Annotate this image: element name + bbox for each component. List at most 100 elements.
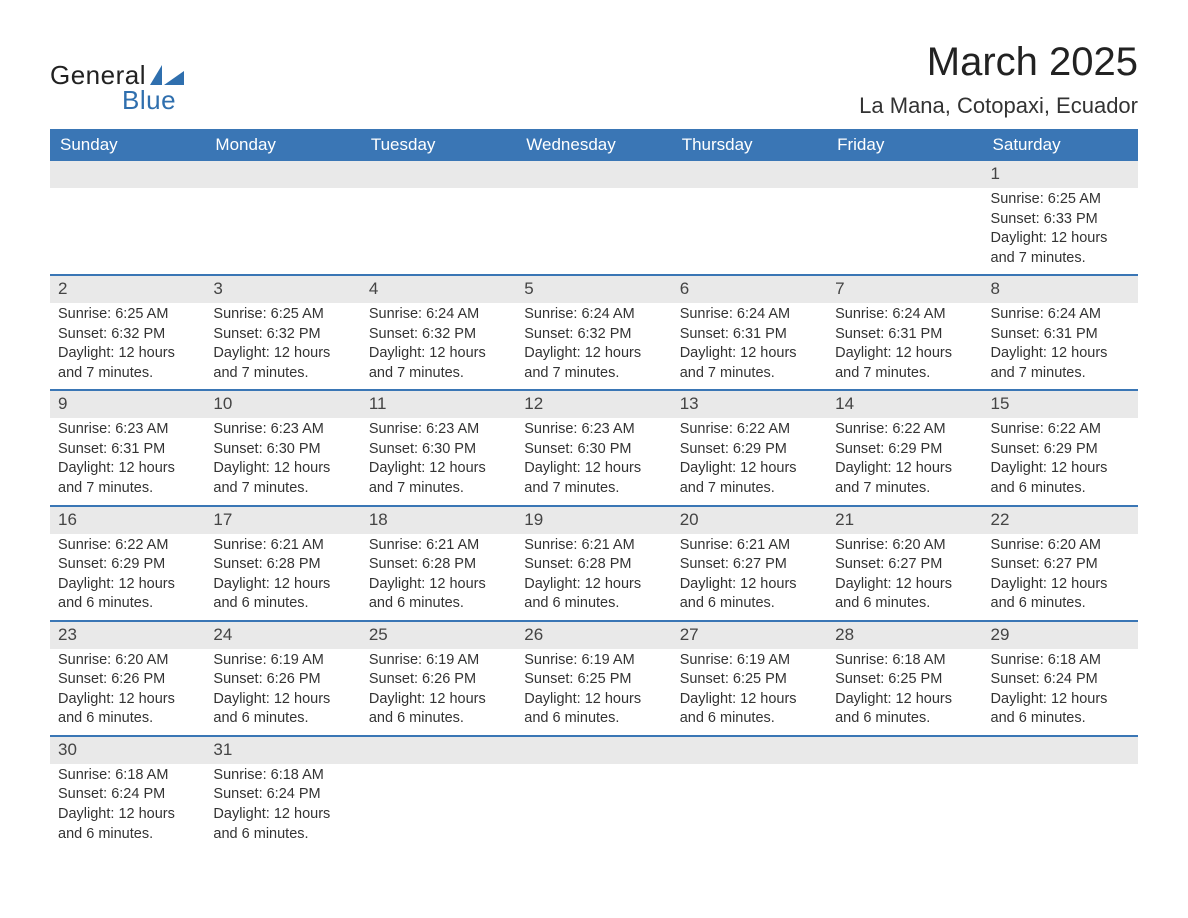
day-number-cell: 19 (516, 506, 671, 534)
day-content-cell: Sunrise: 6:19 AMSunset: 6:25 PMDaylight:… (516, 649, 671, 736)
day-number-cell: 2 (50, 275, 205, 303)
sunset-text: Sunset: 6:30 PM (369, 440, 508, 460)
day-content-cell: Sunrise: 6:24 AMSunset: 6:31 PMDaylight:… (827, 303, 982, 390)
day-content-cell (205, 188, 360, 275)
sunrise-text: Sunrise: 6:18 AM (991, 651, 1130, 671)
location-label: La Mana, Cotopaxi, Ecuador (859, 93, 1138, 119)
sunrise-text: Sunrise: 6:18 AM (835, 651, 974, 671)
day-number-cell: 4 (361, 275, 516, 303)
day-number-cell: 10 (205, 390, 360, 418)
sunrise-text: Sunrise: 6:24 AM (991, 305, 1130, 325)
daylight-text: Daylight: 12 hours and 7 minutes. (369, 459, 508, 498)
sunset-text: Sunset: 6:27 PM (680, 555, 819, 575)
day-content-cell: Sunrise: 6:18 AMSunset: 6:24 PMDaylight:… (983, 649, 1138, 736)
sunrise-text: Sunrise: 6:22 AM (991, 420, 1130, 440)
sunrise-text: Sunrise: 6:23 AM (524, 420, 663, 440)
weekday-header-row: Sunday Monday Tuesday Wednesday Thursday… (50, 129, 1138, 161)
daylight-text: Daylight: 12 hours and 6 minutes. (835, 575, 974, 614)
day-content-cell (361, 764, 516, 850)
day-number-cell (361, 736, 516, 764)
sunset-text: Sunset: 6:26 PM (213, 670, 352, 690)
day-number-row: 2345678 (50, 275, 1138, 303)
day-content-cell: Sunrise: 6:20 AMSunset: 6:26 PMDaylight:… (50, 649, 205, 736)
sunset-text: Sunset: 6:26 PM (369, 670, 508, 690)
day-number-cell (827, 161, 982, 188)
day-number-row: 1 (50, 161, 1138, 188)
day-number-cell (205, 161, 360, 188)
day-content-cell: Sunrise: 6:18 AMSunset: 6:24 PMDaylight:… (205, 764, 360, 850)
daylight-text: Daylight: 12 hours and 6 minutes. (991, 459, 1130, 498)
day-content-cell: Sunrise: 6:23 AMSunset: 6:30 PMDaylight:… (361, 418, 516, 505)
sunrise-text: Sunrise: 6:24 AM (835, 305, 974, 325)
sunrise-text: Sunrise: 6:21 AM (369, 536, 508, 556)
day-number-cell: 11 (361, 390, 516, 418)
sunrise-text: Sunrise: 6:23 AM (213, 420, 352, 440)
daylight-text: Daylight: 12 hours and 7 minutes. (524, 459, 663, 498)
sunset-text: Sunset: 6:25 PM (524, 670, 663, 690)
daylight-text: Daylight: 12 hours and 6 minutes. (58, 690, 197, 729)
day-content-cell (516, 188, 671, 275)
day-number-cell (50, 161, 205, 188)
day-number-cell: 7 (827, 275, 982, 303)
day-content-cell: Sunrise: 6:22 AMSunset: 6:29 PMDaylight:… (983, 418, 1138, 505)
sunset-text: Sunset: 6:29 PM (991, 440, 1130, 460)
sunset-text: Sunset: 6:26 PM (58, 670, 197, 690)
day-number-row: 3031 (50, 736, 1138, 764)
day-number-cell (672, 736, 827, 764)
day-content-cell: Sunrise: 6:22 AMSunset: 6:29 PMDaylight:… (50, 534, 205, 621)
sunset-text: Sunset: 6:30 PM (213, 440, 352, 460)
sunset-text: Sunset: 6:24 PM (991, 670, 1130, 690)
brand-logo: General Blue (50, 60, 184, 116)
day-number-cell (827, 736, 982, 764)
daylight-text: Daylight: 12 hours and 7 minutes. (991, 229, 1130, 268)
sunset-text: Sunset: 6:32 PM (524, 325, 663, 345)
weekday-header: Wednesday (516, 129, 671, 161)
day-content-cell: Sunrise: 6:23 AMSunset: 6:30 PMDaylight:… (516, 418, 671, 505)
day-content-cell: Sunrise: 6:22 AMSunset: 6:29 PMDaylight:… (672, 418, 827, 505)
day-content-row: Sunrise: 6:20 AMSunset: 6:26 PMDaylight:… (50, 649, 1138, 736)
day-number-cell: 24 (205, 621, 360, 649)
sunset-text: Sunset: 6:28 PM (213, 555, 352, 575)
sunset-text: Sunset: 6:31 PM (680, 325, 819, 345)
daylight-text: Daylight: 12 hours and 7 minutes. (213, 459, 352, 498)
day-number-cell: 3 (205, 275, 360, 303)
brand-part2: Blue (122, 85, 176, 116)
day-number-cell: 12 (516, 390, 671, 418)
day-content-row: Sunrise: 6:23 AMSunset: 6:31 PMDaylight:… (50, 418, 1138, 505)
day-content-cell: Sunrise: 6:19 AMSunset: 6:26 PMDaylight:… (205, 649, 360, 736)
sunset-text: Sunset: 6:33 PM (991, 210, 1130, 230)
sunrise-text: Sunrise: 6:24 AM (680, 305, 819, 325)
day-content-cell: Sunrise: 6:25 AMSunset: 6:32 PMDaylight:… (50, 303, 205, 390)
day-number-cell: 17 (205, 506, 360, 534)
daylight-text: Daylight: 12 hours and 6 minutes. (58, 575, 197, 614)
day-content-cell: Sunrise: 6:24 AMSunset: 6:31 PMDaylight:… (983, 303, 1138, 390)
sunrise-text: Sunrise: 6:21 AM (524, 536, 663, 556)
day-number-cell (983, 736, 1138, 764)
day-content-cell: Sunrise: 6:20 AMSunset: 6:27 PMDaylight:… (983, 534, 1138, 621)
day-number-row: 16171819202122 (50, 506, 1138, 534)
day-content-cell (672, 188, 827, 275)
sunrise-text: Sunrise: 6:22 AM (58, 536, 197, 556)
day-content-cell: Sunrise: 6:21 AMSunset: 6:28 PMDaylight:… (361, 534, 516, 621)
day-content-cell: Sunrise: 6:21 AMSunset: 6:28 PMDaylight:… (205, 534, 360, 621)
sunrise-text: Sunrise: 6:19 AM (213, 651, 352, 671)
day-content-cell: Sunrise: 6:20 AMSunset: 6:27 PMDaylight:… (827, 534, 982, 621)
day-content-cell: Sunrise: 6:25 AMSunset: 6:33 PMDaylight:… (983, 188, 1138, 275)
day-content-cell: Sunrise: 6:21 AMSunset: 6:27 PMDaylight:… (672, 534, 827, 621)
day-content-cell: Sunrise: 6:25 AMSunset: 6:32 PMDaylight:… (205, 303, 360, 390)
sunrise-text: Sunrise: 6:18 AM (58, 766, 197, 786)
day-number-cell (361, 161, 516, 188)
day-number-cell: 13 (672, 390, 827, 418)
day-content-cell: Sunrise: 6:24 AMSunset: 6:31 PMDaylight:… (672, 303, 827, 390)
day-number-cell: 16 (50, 506, 205, 534)
sunset-text: Sunset: 6:28 PM (524, 555, 663, 575)
day-number-cell: 28 (827, 621, 982, 649)
sunrise-text: Sunrise: 6:25 AM (991, 190, 1130, 210)
weekday-header: Friday (827, 129, 982, 161)
daylight-text: Daylight: 12 hours and 6 minutes. (369, 575, 508, 614)
sunset-text: Sunset: 6:28 PM (369, 555, 508, 575)
title-block: March 2025 La Mana, Cotopaxi, Ecuador (859, 40, 1138, 119)
daylight-text: Daylight: 12 hours and 6 minutes. (369, 690, 508, 729)
day-content-cell (516, 764, 671, 850)
sunset-text: Sunset: 6:25 PM (835, 670, 974, 690)
